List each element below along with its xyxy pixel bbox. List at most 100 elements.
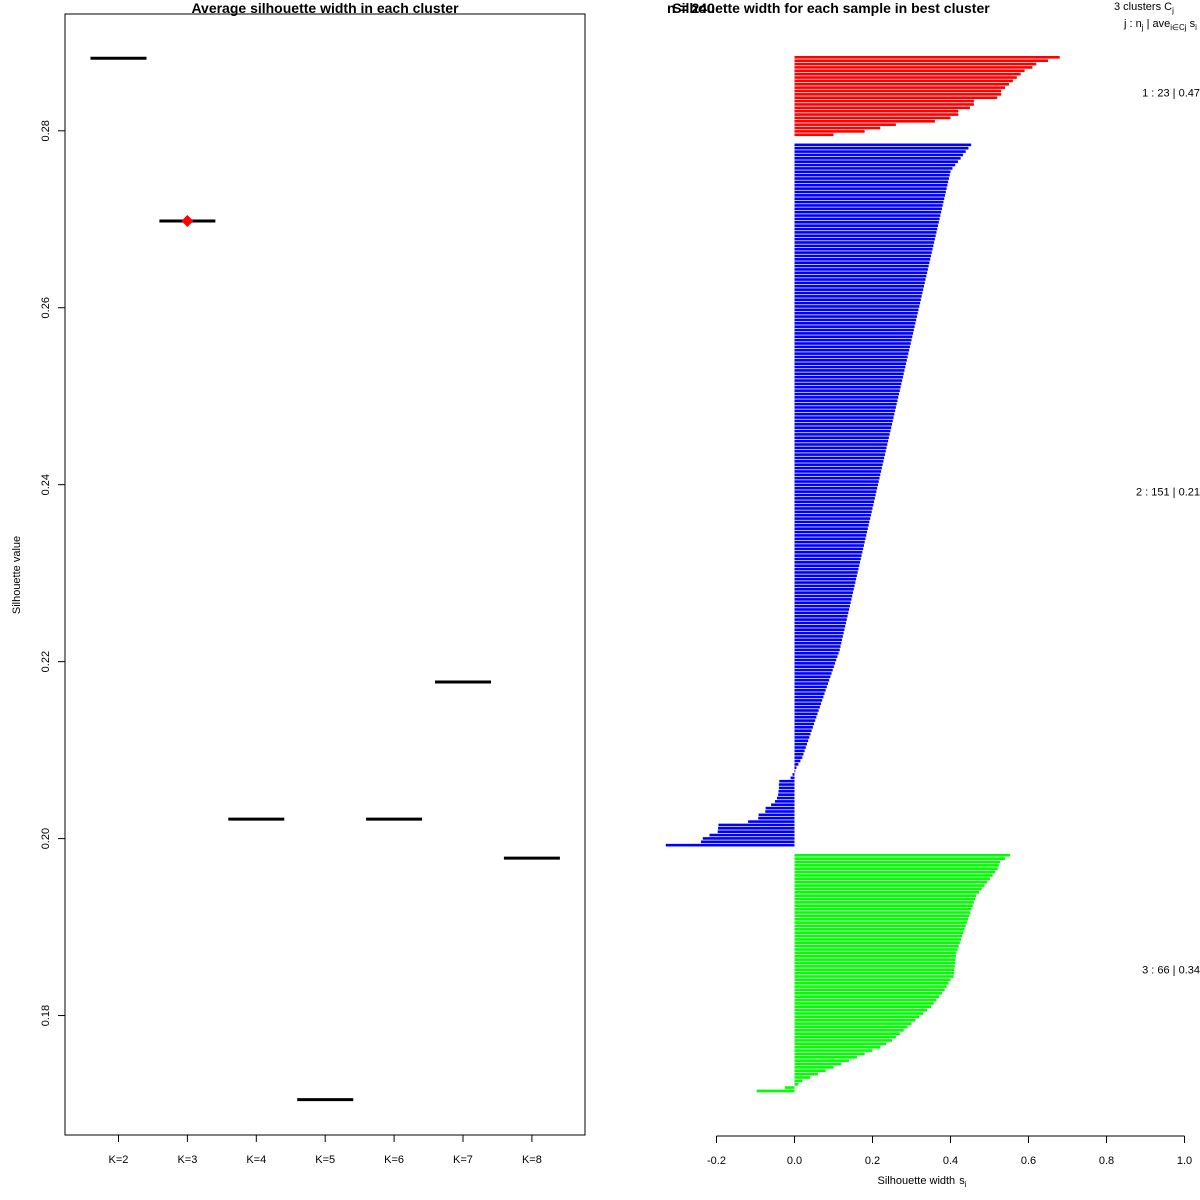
- silhouette-bar: [765, 810, 795, 813]
- silhouette-bar: [794, 523, 869, 527]
- silhouette-bar: [794, 897, 976, 901]
- silhouette-bar: [794, 490, 877, 493]
- silhouette-bar: [794, 887, 982, 891]
- silhouette-bar: [794, 200, 944, 204]
- silhouette-bar: [794, 359, 907, 362]
- silhouette-bar: [794, 544, 864, 547]
- silhouette-bar: [794, 540, 865, 544]
- silhouette-bar: [794, 264, 929, 268]
- silhouette-bar: [794, 274, 927, 278]
- left-plot-frame: [64, 13, 586, 1136]
- silhouette-bar: [794, 278, 926, 281]
- silhouette-bar: [794, 621, 846, 625]
- silhouette-bar: [758, 813, 795, 817]
- left-y-tick-label: 0.24: [40, 474, 52, 495]
- left-x-tick-label: K=3: [177, 1154, 197, 1166]
- silhouette-bar: [794, 958, 956, 961]
- silhouette-bar: [794, 951, 957, 955]
- cluster-label: 1 : 23 | 0.47: [1142, 87, 1200, 99]
- silhouette-bar: [794, 1039, 892, 1042]
- silhouette-bar: [794, 726, 813, 729]
- silhouette-bar: [794, 82, 1009, 86]
- left-y-axis: 0.18 0.20 0.22 0.24 0.26 0.28: [40, 120, 65, 1026]
- silhouette-bar: [794, 500, 875, 504]
- silhouette-bar: [794, 389, 900, 392]
- silhouette-bar: [794, 954, 956, 958]
- silhouette-bar: [794, 86, 1006, 89]
- silhouette-bar: [794, 429, 891, 433]
- silhouette-bar: [794, 460, 884, 463]
- silhouette-bar: [794, 749, 805, 753]
- silhouette-bar: [794, 439, 889, 443]
- left-chart: Average silhouette width in each cluster…: [11, 0, 586, 1166]
- silhouette-bar: [794, 466, 882, 470]
- silhouette-bar: [794, 527, 868, 530]
- silhouette-bar: [794, 517, 871, 520]
- silhouette-bar: [794, 79, 1013, 83]
- silhouette-bar: [794, 106, 970, 110]
- silhouette-bar: [794, 914, 970, 918]
- silhouette-bar: [794, 998, 937, 1002]
- silhouette-bar: [794, 234, 936, 238]
- silhouette-bar: [794, 295, 922, 298]
- silhouette-bar: [794, 163, 956, 167]
- left-y-tick-label: 0.28: [40, 120, 52, 141]
- silhouette-bar: [794, 631, 844, 635]
- silhouette-bar: [794, 1055, 857, 1059]
- silhouette-bar: [794, 396, 899, 399]
- silhouette-bar: [794, 702, 822, 706]
- silhouette-bar: [794, 766, 797, 770]
- silhouette-bar: [718, 827, 795, 830]
- silhouette-bar: [794, 476, 880, 480]
- left-x-tick-label: K=6: [384, 1154, 404, 1166]
- silhouette-bar: [794, 170, 951, 174]
- silhouette-bar: [794, 638, 843, 642]
- left-x-tick-label: K=2: [109, 1154, 129, 1166]
- silhouette-bar: [794, 641, 842, 645]
- silhouette-bar: [794, 453, 885, 456]
- silhouette-bar: [794, 870, 996, 874]
- silhouette-bar: [794, 611, 849, 615]
- silhouette-bar: [794, 369, 905, 372]
- silhouette-bar: [794, 342, 911, 345]
- silhouette-bar: [794, 917, 969, 921]
- left-y-tick-label: 0.20: [40, 828, 52, 849]
- silhouette-bar: [794, 729, 812, 733]
- silhouette-bar: [794, 153, 963, 157]
- silhouette-bar: [794, 692, 825, 695]
- silhouette-bar: [794, 379, 903, 382]
- silhouette-bar: [794, 547, 864, 551]
- silhouette-bar: [794, 732, 811, 736]
- silhouette-bar: [794, 941, 960, 945]
- silhouette-bar: [778, 783, 795, 786]
- left-x-tick-label: K=7: [453, 1154, 473, 1166]
- silhouette-bar: [794, 587, 854, 591]
- legend-subheader-sub2: i∈Cj: [1170, 23, 1187, 32]
- right-x-axis-label-main: Silhouette width: [878, 1175, 956, 1187]
- silhouette-bar: [794, 746, 806, 749]
- silhouette-bar: [794, 658, 837, 662]
- silhouette-bar: [700, 840, 795, 844]
- silhouette-bar: [794, 601, 851, 605]
- silhouette-bar: [794, 372, 904, 376]
- silhouette-bar: [794, 325, 915, 328]
- silhouette-bar: [794, 695, 824, 699]
- silhouette-bar: [794, 722, 814, 726]
- silhouette-bar: [779, 779, 795, 783]
- silhouette-bar: [794, 928, 965, 931]
- silhouette-bar: [794, 874, 993, 877]
- silhouette-bar: [794, 207, 942, 211]
- cluster-label: 2 : 151 | 0.21: [1136, 486, 1200, 498]
- silhouette-bar: [794, 1069, 826, 1073]
- left-marks: [90, 56, 560, 1102]
- right-x-tick-label: 0.2: [865, 1155, 880, 1167]
- silhouette-bar: [794, 241, 935, 244]
- silhouette-bar: [794, 173, 950, 177]
- silhouette-bar: [794, 486, 878, 490]
- silhouette-bar: [794, 598, 852, 601]
- silhouette-bar: [794, 362, 907, 366]
- silhouette-bar: [702, 837, 795, 840]
- silhouette-bar: [794, 924, 966, 928]
- right-legend: 3 clusters Cj j : nj | avei∈Cj si: [1114, 1, 1197, 32]
